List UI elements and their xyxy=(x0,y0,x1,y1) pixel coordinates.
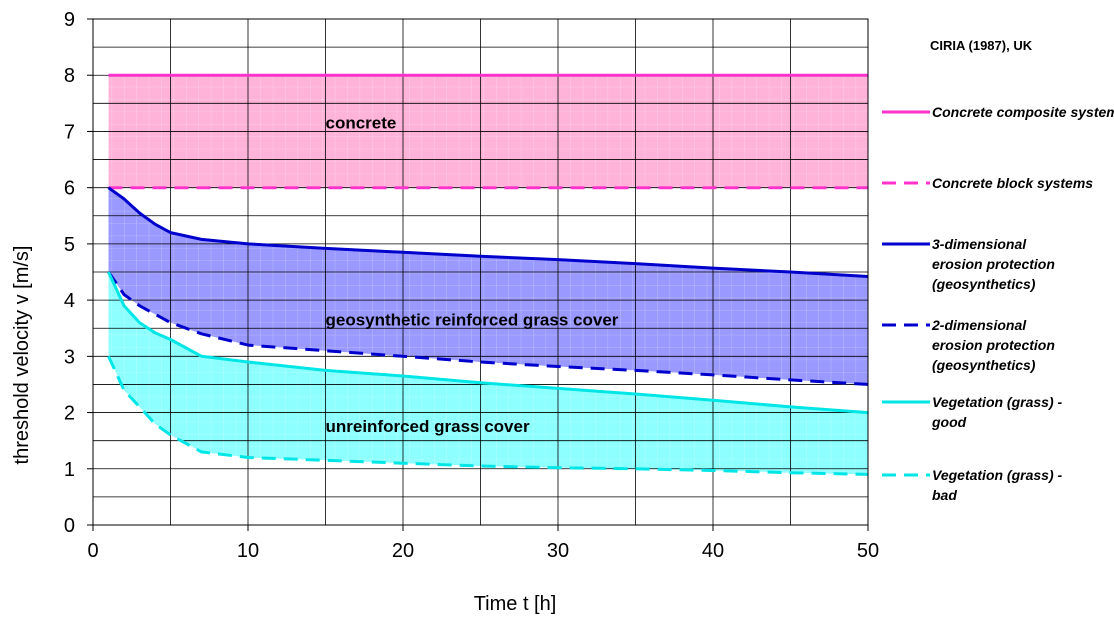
legend-entry-label: Concrete block systems xyxy=(932,175,1093,191)
series-line-vegetation-grass-bad xyxy=(107,355,869,476)
region-label: concrete xyxy=(326,114,397,133)
y-tick-label: 2 xyxy=(64,403,75,425)
legend-entry-label: 3-dimensional xyxy=(932,236,1027,252)
region-label: geosynthetic reinforced grass cover xyxy=(326,310,619,329)
y-axis-title: threshold velocity v [m/s] xyxy=(11,246,33,465)
y-tick-label: 5 xyxy=(64,234,75,256)
series-lines xyxy=(107,73,869,476)
y-tick-label: 6 xyxy=(64,178,75,200)
x-tick-label: 30 xyxy=(547,540,569,562)
x-tick-label: 20 xyxy=(392,540,414,562)
y-tick-label: 0 xyxy=(64,515,75,537)
x-axis-title: Time t [h] xyxy=(474,593,557,615)
grid xyxy=(93,19,868,525)
legend-entry-label: bad xyxy=(932,487,957,503)
y-tick-label: 4 xyxy=(64,290,75,312)
legend-entry-label: 2-dimensional xyxy=(931,317,1027,333)
y-tick-label: 8 xyxy=(64,65,75,87)
y-tick-label: 9 xyxy=(64,9,75,31)
legend: CIRIA (1987), UK Concrete composite syst… xyxy=(882,38,1114,503)
legend-entry-label: (geosynthetics) xyxy=(932,276,1036,292)
plot-border xyxy=(92,18,869,526)
legend-entry-label: Concrete composite systems xyxy=(932,104,1114,120)
legend-entry-label: erosion protection xyxy=(932,256,1055,272)
series-line-3-dimensional-erosion-protection-geosynthetics- xyxy=(107,186,869,278)
x-tick-label: 50 xyxy=(857,540,879,562)
region-label: unreinforced grass cover xyxy=(326,417,530,436)
legend-entry-label: (geosynthetics) xyxy=(932,357,1036,373)
axes: 0 10 20 30 40 50 0 1 2 3 4 5 6 7 8 9 xyxy=(64,9,879,562)
shaded-regions xyxy=(108,75,868,475)
legend-entry-label: good xyxy=(931,414,967,430)
y-tick-label: 7 xyxy=(64,121,75,143)
region-labels: concrete geosynthetic reinforced grass co… xyxy=(326,114,619,437)
series-line-vegetation-grass-good xyxy=(107,271,869,415)
x-tick-label: 10 xyxy=(237,540,259,562)
region-unreinforced-grass-cover xyxy=(108,272,868,475)
legend-entry-label: Vegetation (grass) - xyxy=(932,394,1063,410)
legend-entry-label: Vegetation (grass) - xyxy=(932,467,1063,483)
legend-entry-label: erosion protection xyxy=(932,337,1055,353)
series-line-2-dimensional-erosion-protection-geosynthetics- xyxy=(107,271,869,386)
x-tick-label: 40 xyxy=(702,540,724,562)
x-tick-label: 0 xyxy=(87,540,98,562)
y-tick-label: 3 xyxy=(64,346,75,368)
y-tick-label: 1 xyxy=(64,459,75,481)
source-label: CIRIA (1987), UK xyxy=(930,38,1033,53)
region-geosynthetic-reinforced-grass-cover xyxy=(108,187,868,385)
